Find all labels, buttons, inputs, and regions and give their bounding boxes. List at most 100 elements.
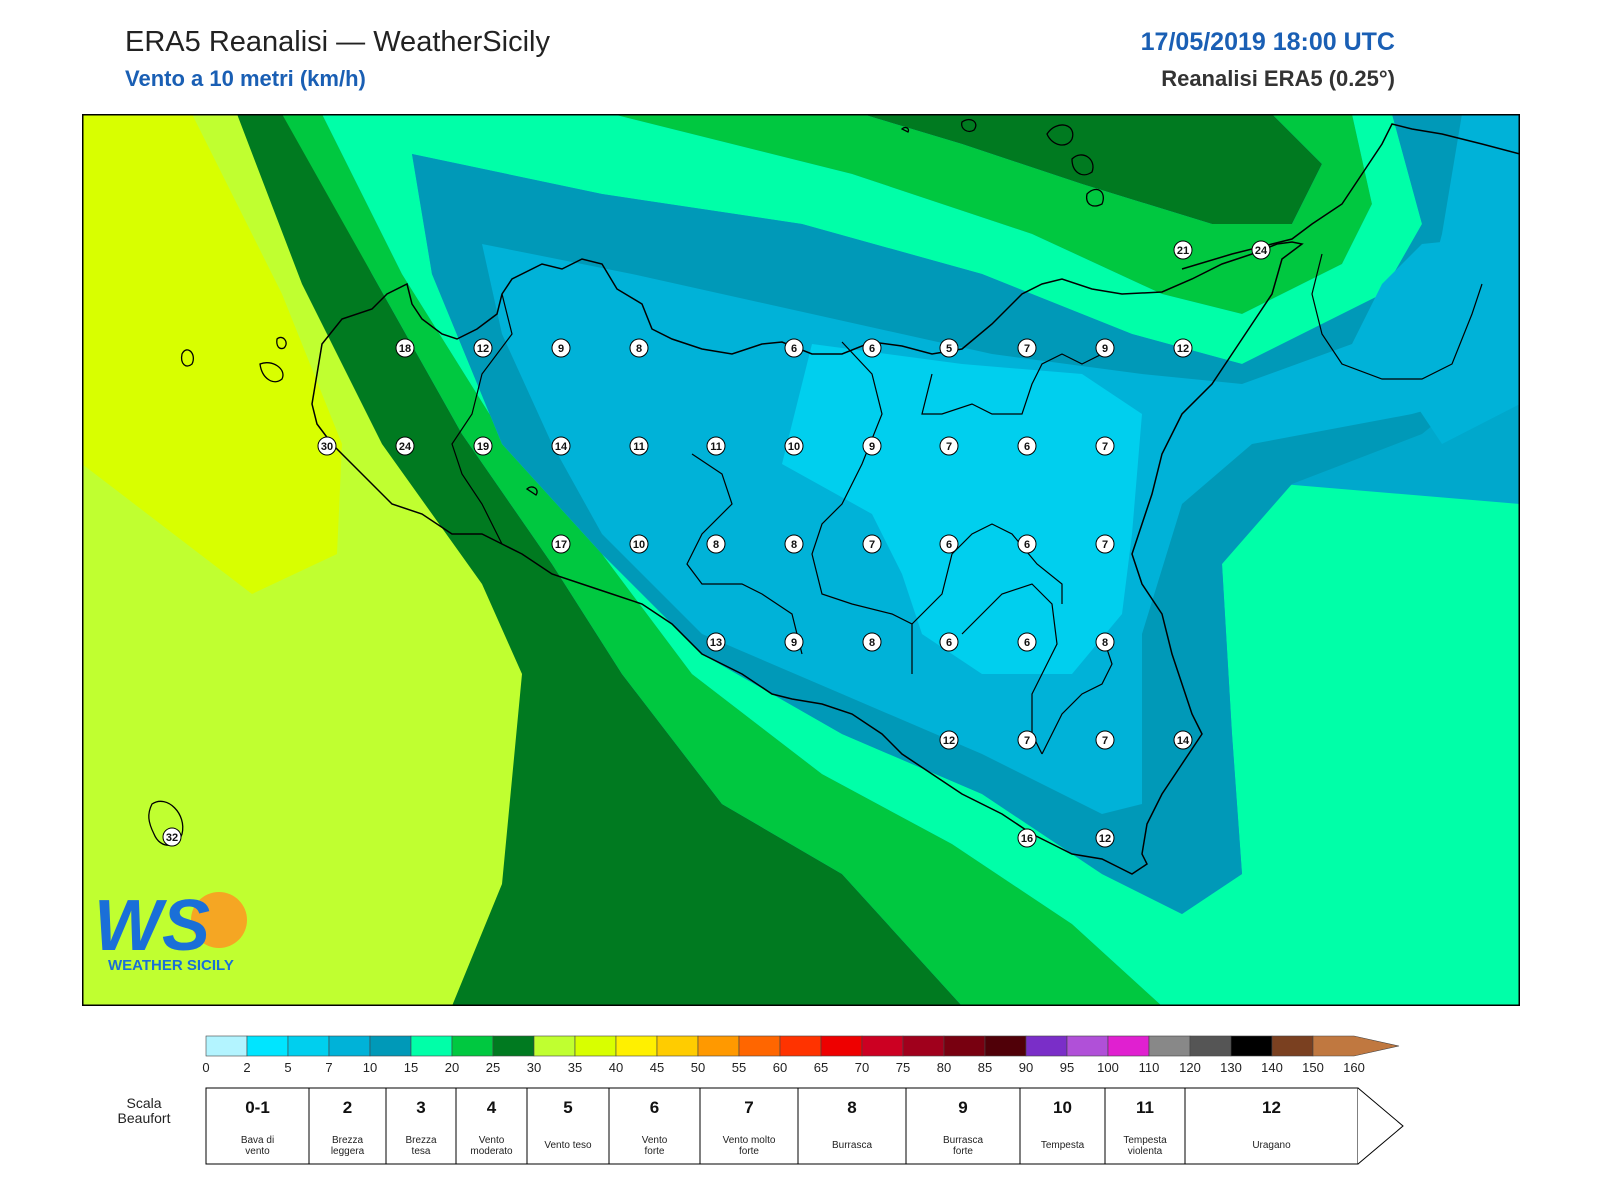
- wind-markers: 21 24 18 12 9 8 6 6 5 7 9 12 30 24 19 14…: [162, 240, 1271, 848]
- wind-value: 12: [477, 343, 489, 355]
- legend-swatch: [328, 1035, 371, 1057]
- wind-value: 8: [1102, 637, 1108, 649]
- wind-marker: 11: [706, 436, 726, 456]
- map-datetime: 17/05/2019 18:00 UTC: [1140, 28, 1395, 56]
- legend-swatch: [1230, 1035, 1273, 1057]
- wind-value: 14: [555, 441, 568, 453]
- legend-tick-label: 15: [404, 1060, 418, 1075]
- wind-marker: 9: [551, 338, 571, 358]
- beaufort-number: 8: [847, 1098, 856, 1117]
- legend-swatch: [902, 1035, 945, 1057]
- beaufort-number: 10: [1053, 1098, 1072, 1117]
- legend-swatch: [1066, 1035, 1109, 1057]
- legend-tick-label: 25: [486, 1060, 500, 1075]
- zone-25-30-north: [862, 114, 1322, 224]
- wind-value: 24: [1255, 245, 1268, 257]
- legend-swatch: [779, 1035, 822, 1057]
- wind-value: 7: [946, 441, 952, 453]
- wind-value: 6: [1024, 539, 1030, 551]
- beaufort-arrow: [1357, 1087, 1404, 1165]
- beaufort-cell: [608, 1087, 701, 1165]
- beaufort-number: 4: [487, 1098, 497, 1117]
- wind-value: 30: [321, 441, 333, 453]
- beaufort-number: 11: [1136, 1098, 1154, 1117]
- beaufort-description: Tempesta: [1041, 1140, 1085, 1151]
- wind-marker: 6: [862, 338, 882, 358]
- color-legend: 0 2 5 7 10 15 20 25 30 35 40 45 50 55 60 65 70 75 80 85 90 95…: [202, 1035, 1400, 1075]
- beaufort-description: moderato: [470, 1146, 513, 1157]
- logo-text: WEATHER SICILY: [108, 957, 234, 974]
- legend-tick-label: 85: [978, 1060, 992, 1075]
- zone-20-25-north: [612, 114, 1372, 314]
- legend-tick-label: 150: [1302, 1060, 1324, 1075]
- beaufort-label: Beaufort: [118, 1110, 171, 1126]
- beaufort-cell: [455, 1087, 528, 1165]
- wind-value: 16: [1021, 833, 1033, 845]
- legend-swatch: [205, 1035, 248, 1057]
- legend-swatch: [820, 1035, 863, 1057]
- wind-marker: 6: [939, 632, 959, 652]
- wind-value: 32: [166, 832, 178, 844]
- wind-marker: 8: [1095, 632, 1115, 652]
- legend-swatch: [246, 1035, 289, 1057]
- wind-marker: 24: [1251, 240, 1271, 260]
- wind-marker: 12: [1095, 828, 1115, 848]
- wind-marker: 17: [551, 534, 571, 554]
- color-legend-ticks: 0 2 5 7 10 15 20 25 30 35 40 45 50 55 60 65 70 75 80 85 90 95…: [202, 1060, 1364, 1075]
- legend-tick-label: 5: [284, 1060, 291, 1075]
- wind-marker: 12: [1173, 338, 1193, 358]
- beaufort-number: 9: [958, 1098, 967, 1117]
- wind-marker: 8: [629, 338, 649, 358]
- wind-value: 21: [1177, 245, 1189, 257]
- legend-tick-label: 130: [1220, 1060, 1242, 1075]
- legend-tick-label: 70: [855, 1060, 869, 1075]
- beaufort-description: Vento molto: [723, 1135, 776, 1146]
- map-subtitle: Vento a 10 metri (km/h): [125, 66, 366, 91]
- wind-marker: 8: [784, 534, 804, 554]
- beaufort-description: tesa: [412, 1146, 431, 1157]
- wind-marker: 6: [1017, 632, 1037, 652]
- wind-value: 5: [946, 343, 952, 355]
- legend-swatch: [1148, 1035, 1191, 1057]
- beaufort-number: 6: [650, 1098, 659, 1117]
- map-title: ERA5 Reanalisi — WeatherSicily: [125, 26, 550, 58]
- wind-marker: 24: [395, 436, 415, 456]
- legend-tick-label: 65: [814, 1060, 828, 1075]
- legend-swatch: [1107, 1035, 1150, 1057]
- province-borders: [451, 293, 1113, 755]
- model-label: Reanalisi ERA5 (0.25°): [1161, 66, 1395, 91]
- wind-value: 18: [399, 343, 411, 355]
- wind-value: 8: [869, 637, 875, 649]
- beaufort-cell: [699, 1087, 799, 1165]
- beaufort-number: 3: [416, 1098, 425, 1117]
- wind-value: 10: [633, 539, 645, 551]
- wind-marker: 7: [1017, 338, 1037, 358]
- wind-marker: 12: [939, 730, 959, 750]
- wind-value: 11: [633, 441, 645, 453]
- wind-marker: 16: [1017, 828, 1037, 848]
- wind-value: 9: [1102, 343, 1108, 355]
- wind-value: 19: [477, 441, 489, 453]
- beaufort-description: Vento: [642, 1135, 668, 1146]
- wind-marker: 6: [939, 534, 959, 554]
- wind-marker: 7: [1017, 730, 1037, 750]
- legend-tick-label: 140: [1261, 1060, 1283, 1075]
- wind-value: 11: [710, 441, 722, 453]
- wind-marker: 13: [706, 632, 726, 652]
- zone-35-40: [82, 114, 342, 594]
- legend-swatch: [984, 1035, 1027, 1057]
- wind-value: 7: [869, 539, 875, 551]
- weather-sicily-logo: WS WEATHER SICILY: [94, 886, 247, 974]
- wind-marker: 10: [629, 534, 649, 554]
- beaufort-description: Brezza: [405, 1135, 437, 1146]
- beaufort-description: forte: [739, 1146, 759, 1157]
- calabria-inland: [1311, 253, 1483, 380]
- wind-marker: 9: [1095, 338, 1115, 358]
- wind-marker: 19: [473, 436, 493, 456]
- beaufort-description: Burrasca: [832, 1140, 872, 1151]
- legend-swatch: [451, 1035, 494, 1057]
- beaufort-number: 12: [1262, 1098, 1281, 1117]
- legend-swatch: [533, 1035, 576, 1057]
- wind-marker: 10: [784, 436, 804, 456]
